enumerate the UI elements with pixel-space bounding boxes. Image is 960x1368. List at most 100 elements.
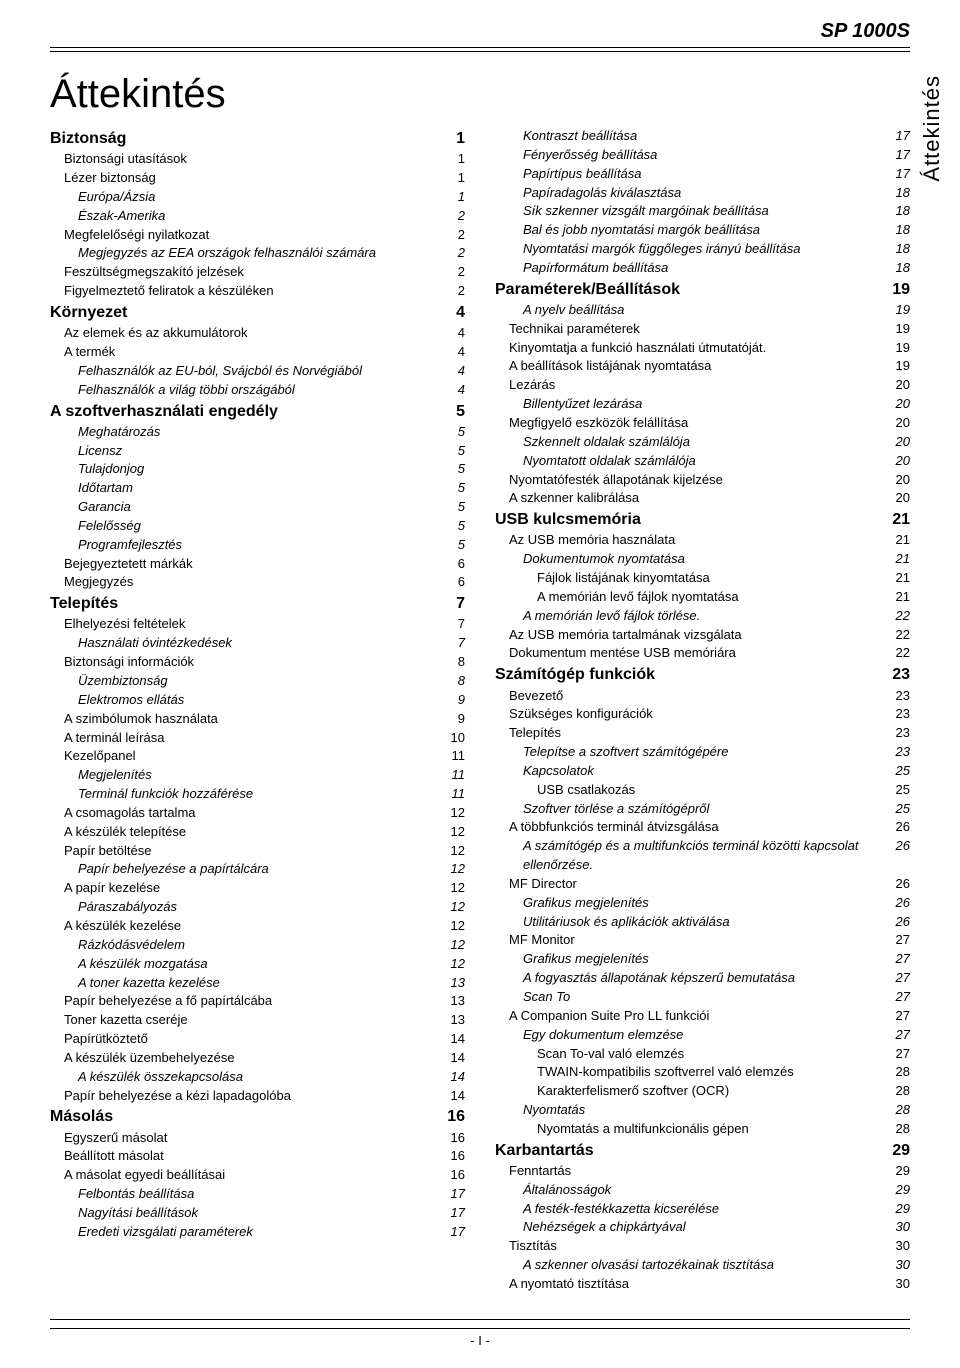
toc-entry[interactable]: Fájlok listájának kinyomtatása21 bbox=[495, 569, 910, 588]
toc-entry[interactable]: Megjegyzés6 bbox=[50, 573, 465, 592]
toc-section[interactable]: USB kulcsmemória21 bbox=[495, 508, 910, 531]
toc-entry[interactable]: A termék4 bbox=[50, 343, 465, 362]
toc-entry[interactable]: Programfejlesztés5 bbox=[50, 536, 465, 555]
toc-entry[interactable]: A szimbólumok használata9 bbox=[50, 710, 465, 729]
toc-entry[interactable]: Tulajdonjog5 bbox=[50, 460, 465, 479]
toc-entry[interactable]: Feszültségmegszakító jelzések2 bbox=[50, 263, 465, 282]
toc-entry[interactable]: Rázkódásvédelem12 bbox=[50, 936, 465, 955]
toc-entry[interactable]: A memórián levő fájlok nyomtatása21 bbox=[495, 588, 910, 607]
toc-entry[interactable]: Meghatározás5 bbox=[50, 423, 465, 442]
toc-entry[interactable]: Elhelyezési feltételek7 bbox=[50, 615, 465, 634]
toc-entry[interactable]: A számítógép és a multifunkciós terminál… bbox=[495, 837, 910, 875]
toc-section[interactable]: Telepítés7 bbox=[50, 592, 465, 615]
toc-entry[interactable]: A terminál leírása10 bbox=[50, 729, 465, 748]
toc-entry[interactable]: A másolat egyedi beállításai16 bbox=[50, 1166, 465, 1185]
toc-entry[interactable]: Nyomtatott oldalak számlálója20 bbox=[495, 452, 910, 471]
toc-section[interactable]: A szoftverhasználati engedély5 bbox=[50, 400, 465, 423]
toc-entry[interactable]: Felbontás beállítása17 bbox=[50, 1185, 465, 1204]
toc-entry[interactable]: A csomagolás tartalma12 bbox=[50, 804, 465, 823]
toc-entry[interactable]: Sík szkenner vizsgált margóinak beállítá… bbox=[495, 202, 910, 221]
toc-entry[interactable]: Fényerősség beállítása17 bbox=[495, 146, 910, 165]
toc-entry[interactable]: Általánosságok29 bbox=[495, 1181, 910, 1200]
toc-entry[interactable]: Fenntartás29 bbox=[495, 1162, 910, 1181]
toc-section[interactable]: Biztonság1 bbox=[50, 127, 465, 150]
toc-entry[interactable]: Egy dokumentum elemzése27 bbox=[495, 1026, 910, 1045]
toc-entry[interactable]: Lézer biztonság1 bbox=[50, 169, 465, 188]
toc-entry[interactable]: MF Director26 bbox=[495, 875, 910, 894]
toc-entry[interactable]: MF Monitor27 bbox=[495, 931, 910, 950]
toc-entry[interactable]: Eredeti vizsgálati paraméterek17 bbox=[50, 1223, 465, 1242]
toc-entry[interactable]: Nyomtatás28 bbox=[495, 1101, 910, 1120]
toc-entry[interactable]: Szoftver törlése a számítógépről25 bbox=[495, 800, 910, 819]
toc-entry[interactable]: Papírütköztető14 bbox=[50, 1030, 465, 1049]
toc-entry[interactable]: Kinyomtatja a funkció használati útmutat… bbox=[495, 339, 910, 358]
toc-entry[interactable]: Nyomtatás a multifunkcionális gépen28 bbox=[495, 1120, 910, 1139]
toc-entry[interactable]: A nyelv beállítása19 bbox=[495, 301, 910, 320]
toc-entry[interactable]: A szkenner olvasási tartozékainak tisztí… bbox=[495, 1256, 910, 1275]
toc-entry[interactable]: Karakterfelismerő szoftver (OCR)28 bbox=[495, 1082, 910, 1101]
toc-entry[interactable]: Az elemek és az akkumulátorok4 bbox=[50, 324, 465, 343]
toc-entry[interactable]: Terminál funkciók hozzáférése11 bbox=[50, 785, 465, 804]
toc-entry[interactable]: Időtartam5 bbox=[50, 479, 465, 498]
toc-entry[interactable]: TWAIN-kompatibilis szoftverrel való elem… bbox=[495, 1063, 910, 1082]
toc-entry[interactable]: Kontraszt beállítása17 bbox=[495, 127, 910, 146]
toc-entry[interactable]: Észak-Amerika2 bbox=[50, 207, 465, 226]
toc-entry[interactable]: Technikai paraméterek19 bbox=[495, 320, 910, 339]
toc-entry[interactable]: Tisztítás30 bbox=[495, 1237, 910, 1256]
toc-entry[interactable]: Megfigyelő eszközök felállítása20 bbox=[495, 414, 910, 433]
toc-entry[interactable]: A készülék mozgatása12 bbox=[50, 955, 465, 974]
toc-entry[interactable]: Scan To-val való elemzés27 bbox=[495, 1045, 910, 1064]
toc-entry[interactable]: Toner kazetta cseréje13 bbox=[50, 1011, 465, 1030]
toc-entry[interactable]: Elektromos ellátás9 bbox=[50, 691, 465, 710]
toc-entry[interactable]: Figyelmeztető feliratok a készüléken2 bbox=[50, 282, 465, 301]
toc-entry[interactable]: A Companion Suite Pro LL funkciói27 bbox=[495, 1007, 910, 1026]
toc-section[interactable]: Környezet4 bbox=[50, 301, 465, 324]
toc-entry[interactable]: Papír behelyezése a fő papírtálcába13 bbox=[50, 992, 465, 1011]
toc-entry[interactable]: Bal és jobb nyomtatási margók beállítása… bbox=[495, 221, 910, 240]
toc-entry[interactable]: A nyomtató tisztítása30 bbox=[495, 1275, 910, 1294]
toc-entry[interactable]: Üzembiztonság8 bbox=[50, 672, 465, 691]
toc-entry[interactable]: Billentyűzet lezárása20 bbox=[495, 395, 910, 414]
toc-section[interactable]: Paraméterek/Beállítások19 bbox=[495, 278, 910, 301]
toc-section[interactable]: Másolás16 bbox=[50, 1105, 465, 1128]
toc-entry[interactable]: A papír kezelése12 bbox=[50, 879, 465, 898]
toc-entry[interactable]: Páraszabályozás12 bbox=[50, 898, 465, 917]
toc-entry[interactable]: A szkenner kalibrálása20 bbox=[495, 489, 910, 508]
toc-entry[interactable]: A készülék kezelése12 bbox=[50, 917, 465, 936]
toc-entry[interactable]: Licensz5 bbox=[50, 442, 465, 461]
toc-entry[interactable]: Nagyítási beállítások17 bbox=[50, 1204, 465, 1223]
toc-entry[interactable]: Európa/Ázsia1 bbox=[50, 188, 465, 207]
toc-section[interactable]: Számítógép funkciók23 bbox=[495, 663, 910, 686]
toc-entry[interactable]: A beállítások listájának nyomtatása19 bbox=[495, 357, 910, 376]
toc-entry[interactable]: Dokumentum mentése USB memóriára22 bbox=[495, 644, 910, 663]
toc-entry[interactable]: Telepítse a szoftvert számítógépére23 bbox=[495, 743, 910, 762]
toc-entry[interactable]: Felhasználók az EU-ból, Svájcból és Norv… bbox=[50, 362, 465, 381]
toc-entry[interactable]: Nyomtatófesték állapotának kijelzése20 bbox=[495, 471, 910, 490]
toc-entry[interactable]: Megjegyzés az EEA országok felhasználói … bbox=[50, 244, 465, 263]
toc-entry[interactable]: Papír behelyezése a kézi lapadagolóba14 bbox=[50, 1087, 465, 1106]
toc-entry[interactable]: Bevezető23 bbox=[495, 687, 910, 706]
toc-entry[interactable]: Papír behelyezése a papírtálcára12 bbox=[50, 860, 465, 879]
toc-entry[interactable]: Scan To27 bbox=[495, 988, 910, 1007]
toc-entry[interactable]: Papíradagolás kiválasztása18 bbox=[495, 184, 910, 203]
toc-entry[interactable]: Az USB memória használata21 bbox=[495, 531, 910, 550]
toc-entry[interactable]: Az USB memória tartalmának vizsgálata22 bbox=[495, 626, 910, 645]
toc-entry[interactable]: Biztonsági utasítások1 bbox=[50, 150, 465, 169]
toc-entry[interactable]: Utilitáriusok és aplikációk aktiválása26 bbox=[495, 913, 910, 932]
toc-entry[interactable]: Kapcsolatok25 bbox=[495, 762, 910, 781]
toc-entry[interactable]: Felelősség5 bbox=[50, 517, 465, 536]
toc-entry[interactable]: Megfelelőségi nyilatkozat2 bbox=[50, 226, 465, 245]
toc-entry[interactable]: Telepítés23 bbox=[495, 724, 910, 743]
toc-entry[interactable]: Biztonsági információk8 bbox=[50, 653, 465, 672]
toc-entry[interactable]: A készülék üzembehelyezése14 bbox=[50, 1049, 465, 1068]
toc-entry[interactable]: Szkennelt oldalak számlálója20 bbox=[495, 433, 910, 452]
toc-entry[interactable]: Nehézségek a chipkártyával30 bbox=[495, 1218, 910, 1237]
toc-entry[interactable]: Használati óvintézkedések7 bbox=[50, 634, 465, 653]
toc-entry[interactable]: A többfunkciós terminál átvizsgálása26 bbox=[495, 818, 910, 837]
toc-entry[interactable]: Felhasználók a világ többi országából4 bbox=[50, 381, 465, 400]
toc-entry[interactable]: Megjelenítés11 bbox=[50, 766, 465, 785]
toc-entry[interactable]: Lezárás20 bbox=[495, 376, 910, 395]
toc-entry[interactable]: A készülék összekapcsolása14 bbox=[50, 1068, 465, 1087]
toc-entry[interactable]: A toner kazetta kezelése13 bbox=[50, 974, 465, 993]
toc-entry[interactable]: A memórián levő fájlok törlése.22 bbox=[495, 607, 910, 626]
